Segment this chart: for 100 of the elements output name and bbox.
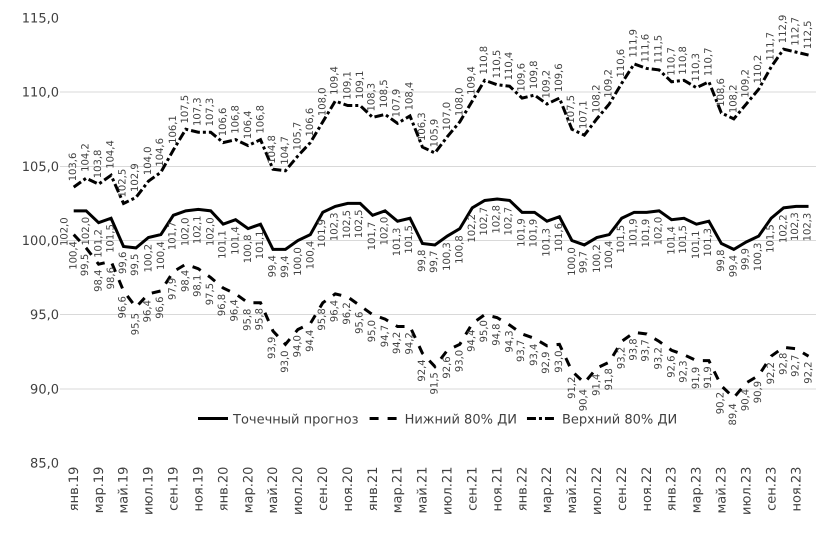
data-label: 91,9 <box>690 366 702 390</box>
data-label: 95,8 <box>254 308 266 330</box>
data-label: 91,5 <box>429 372 440 394</box>
data-label: 93,9 <box>267 336 278 359</box>
data-label: 108,2 <box>728 84 740 114</box>
data-label: 96,4 <box>142 300 154 322</box>
data-label: 101,4 <box>666 226 678 255</box>
data-label: 96,8 <box>217 294 228 316</box>
data-label: 108,4 <box>404 82 416 110</box>
data-label: 101,9 <box>628 218 640 247</box>
data-label: 93,0 <box>280 350 292 373</box>
data-label: 109,2 <box>541 70 552 99</box>
x-tick-label: май.20 <box>266 466 282 514</box>
data-label: 91,2 <box>566 376 578 399</box>
x-tick-label: май.19 <box>116 466 132 514</box>
x-tick-label: янв.23 <box>664 466 680 512</box>
y-tick-label: 115,0 <box>22 12 59 27</box>
data-label: 109,6 <box>516 63 528 92</box>
data-label: 101,3 <box>541 228 552 257</box>
data-label: 106,1 <box>168 115 179 144</box>
data-label: 104,4 <box>105 140 116 169</box>
data-label: 112,7 <box>790 17 802 46</box>
data-label: 109,6 <box>554 63 565 92</box>
data-label: 94,3 <box>504 330 516 353</box>
data-label: 91,4 <box>592 374 603 396</box>
data-label: 102,0 <box>380 216 391 246</box>
data-label: 102,7 <box>504 206 515 236</box>
x-tick-label: мар.23 <box>690 466 705 514</box>
data-label: 106,8 <box>230 105 242 134</box>
data-label: 91,9 <box>703 366 714 389</box>
x-tick-label: июл.19 <box>142 466 157 515</box>
data-label: 101,9 <box>516 218 528 247</box>
data-label: 95,8 <box>242 308 254 331</box>
data-label: 94,2 <box>404 332 416 355</box>
data-label: 101,7 <box>168 221 179 250</box>
data-label: 97,5 <box>205 283 216 306</box>
x-tick-label: ноя.20 <box>340 466 356 512</box>
data-label: 99,7 <box>578 251 590 274</box>
x-tick-label: ноя.23 <box>789 466 804 512</box>
data-label: 93,0 <box>454 350 466 372</box>
data-label: 98,4 <box>93 270 104 292</box>
data-label: 111,7 <box>766 32 777 61</box>
data-label: 100,8 <box>242 234 254 264</box>
data-label: 92,8 <box>778 352 790 375</box>
data-label: 100,3 <box>753 242 764 272</box>
data-label: 102,8 <box>492 204 503 234</box>
data-label: 102,5 <box>354 209 366 238</box>
x-tick-label: июл.21 <box>440 466 456 515</box>
data-label: 102,9 <box>130 163 141 192</box>
data-label: 105,7 <box>292 122 304 150</box>
data-label: 109,4 <box>330 66 341 95</box>
data-label: 102,2 <box>778 214 790 243</box>
data-label: 108,2 <box>591 84 602 114</box>
data-label: 93,4 <box>529 344 540 366</box>
data-label: 92,6 <box>442 356 454 379</box>
data-label: 103,6 <box>68 152 80 182</box>
y-tick-label: 105,0 <box>22 160 59 175</box>
x-tick-label: мар.20 <box>241 466 256 514</box>
data-label: 98,1 <box>192 274 204 297</box>
data-label: 107,1 <box>578 100 590 130</box>
data-label: 111,9 <box>628 29 640 58</box>
data-label: 102,2 <box>466 214 478 243</box>
data-label: 100,3 <box>442 242 453 271</box>
x-tick-label: сен.20 <box>316 466 332 511</box>
x-tick-label: июл.23 <box>739 466 754 515</box>
data-label: 108,0 <box>454 87 466 116</box>
x-tick-label: сен.19 <box>166 466 182 511</box>
x-tick-label: мар.19 <box>92 466 107 514</box>
data-label: 112,9 <box>778 14 789 44</box>
data-label: 105,9 <box>429 118 440 148</box>
data-label: 98,6 <box>106 267 117 290</box>
data-label: 108,3 <box>366 82 378 112</box>
data-label: 109,4 <box>466 66 478 95</box>
data-label: 106,6 <box>218 108 230 136</box>
data-label: 101,1 <box>690 230 702 260</box>
data-label: 97,9 <box>168 278 179 300</box>
data-label: 100,4 <box>305 240 316 270</box>
data-label: 92,3 <box>678 360 690 383</box>
data-label: 101,3 <box>392 228 403 256</box>
data-label: 99,8 <box>716 250 727 272</box>
data-label: 106,3 <box>416 112 428 141</box>
x-tick-label: мар.22 <box>540 466 556 514</box>
data-label: 104,6 <box>155 138 166 167</box>
data-label: 101,5 <box>678 225 690 254</box>
data-label: 102,3 <box>790 212 802 241</box>
data-label: 94,0 <box>292 335 304 358</box>
data-label: 104,8 <box>267 135 278 164</box>
data-label: 96,2 <box>342 302 353 325</box>
x-tick-label: мар.21 <box>390 466 406 514</box>
data-label: 94,2 <box>392 332 403 354</box>
data-label: 110,7 <box>666 47 678 76</box>
data-label: 101,1 <box>217 230 228 259</box>
data-label: 110,7 <box>704 48 715 76</box>
data-label: 101,5 <box>105 224 116 253</box>
data-label: 93,2 <box>616 346 628 370</box>
data-label: 109,1 <box>342 71 354 100</box>
x-tick-label: сен.23 <box>764 466 780 511</box>
data-label: 109,2 <box>604 69 615 98</box>
data-label: 100,4 <box>156 241 167 270</box>
data-label: 93,7 <box>640 339 652 362</box>
